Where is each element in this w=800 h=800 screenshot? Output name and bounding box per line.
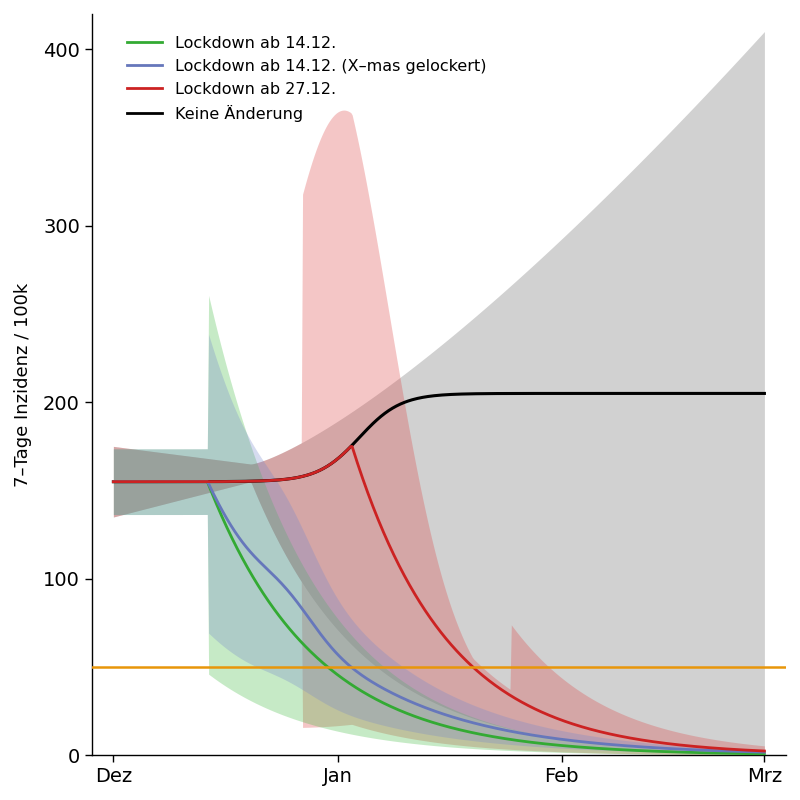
Legend: Lockdown ab 14.12., Lockdown ab 14.12. (X–mas gelockert), Lockdown ab 27.12., Ke: Lockdown ab 14.12., Lockdown ab 14.12. (… [121,30,493,128]
Y-axis label: 7–Tage Inzidenz / 100k: 7–Tage Inzidenz / 100k [14,282,32,486]
